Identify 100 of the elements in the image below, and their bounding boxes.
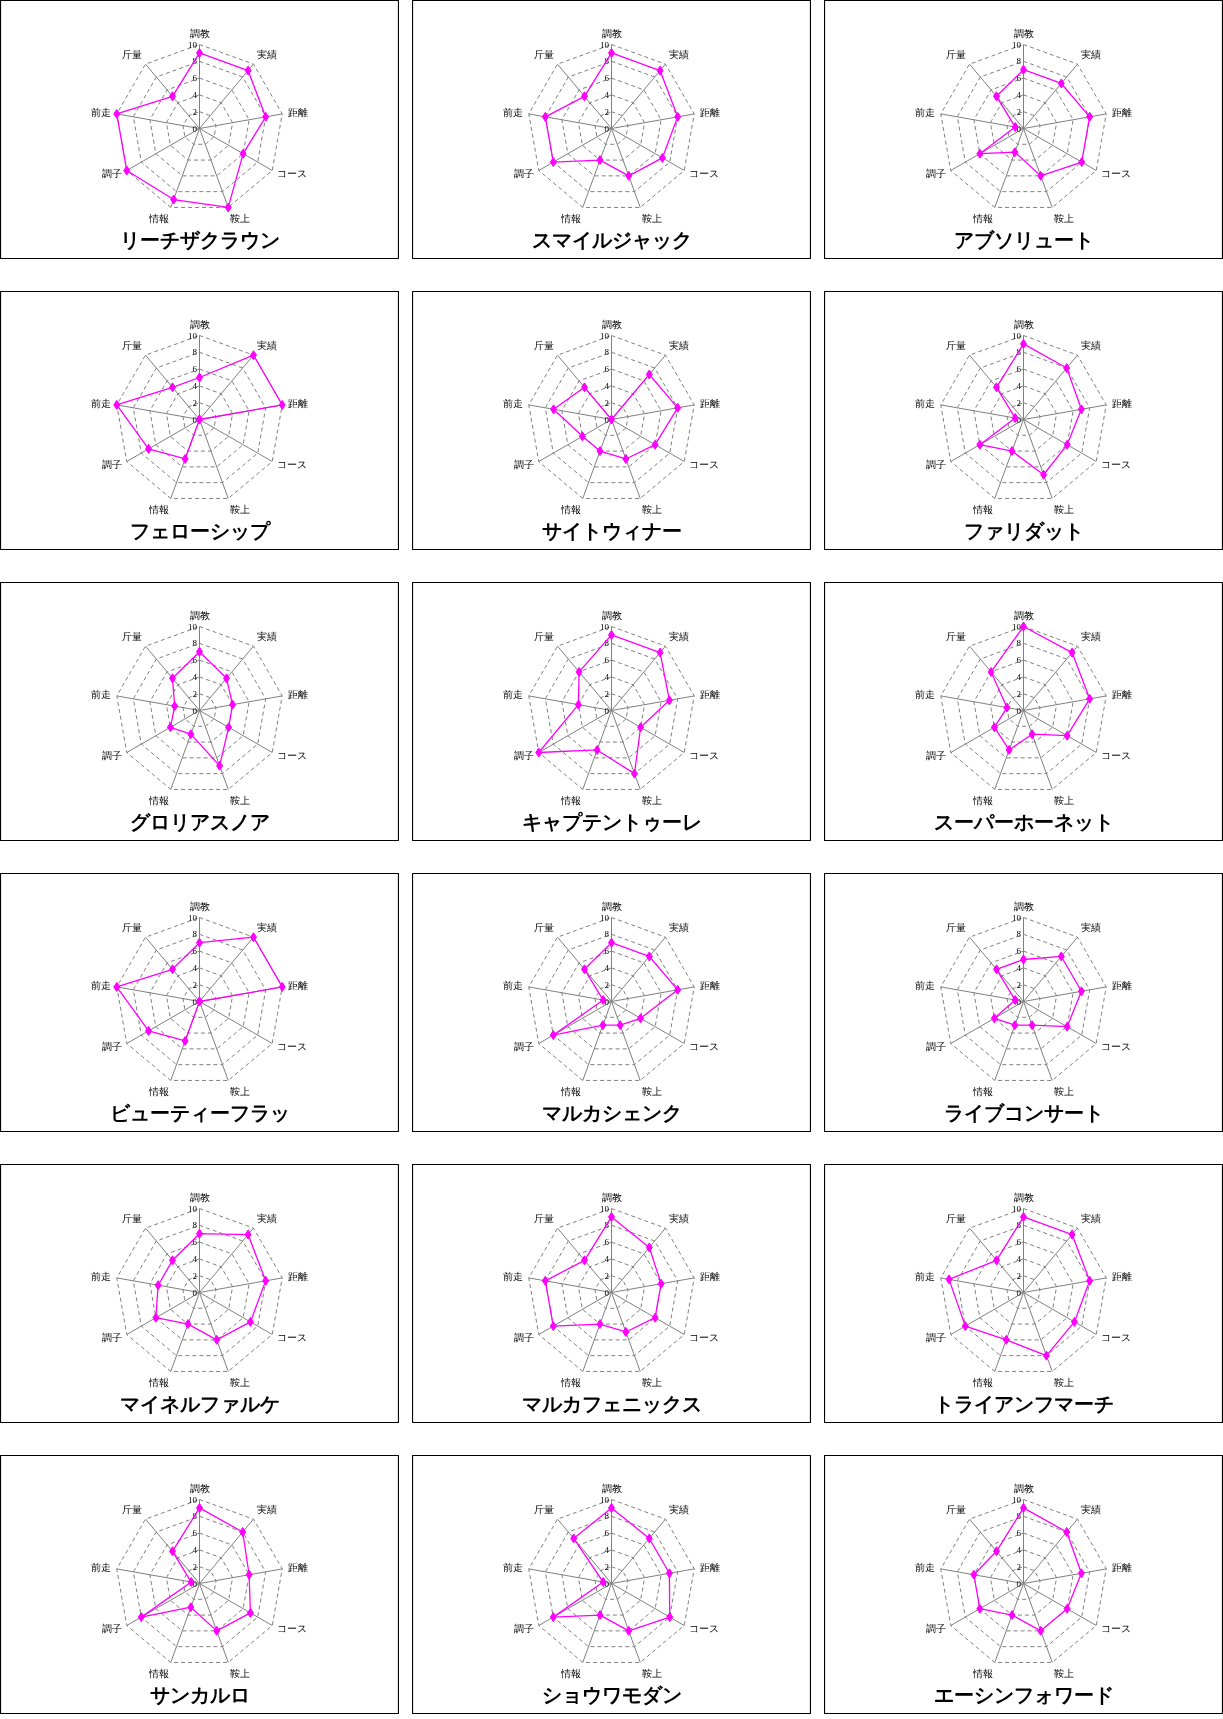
spoke-label: 調教: [1013, 318, 1034, 330]
spoke-label: 前走: [502, 107, 523, 119]
spoke-label: 調教: [189, 1482, 210, 1494]
spoke-label: 前走: [502, 980, 523, 992]
y-tick-label: 0: [1016, 705, 1022, 716]
y-tick-label: 10: [599, 1494, 610, 1505]
spoke-label: 実績: [1081, 630, 1102, 642]
y-tick-label: 4: [604, 1253, 610, 1264]
spoke-label: 実績: [1081, 1212, 1102, 1224]
y-tick-label: 10: [599, 621, 610, 632]
y-tick-label: 0: [192, 1578, 198, 1589]
spoke-label: コース: [1101, 167, 1132, 179]
y-tick-label: 0: [604, 1578, 610, 1589]
y-tick-label: 10: [187, 39, 198, 50]
spoke-label: 調教: [1013, 609, 1034, 621]
spoke-label: 斤量: [121, 1503, 142, 1515]
spoke-label: 距離: [1112, 689, 1133, 701]
spoke-label: 斤量: [945, 48, 966, 60]
y-tick-label: 0: [604, 705, 610, 716]
text: ショウワモダン: [541, 1683, 682, 1706]
y-tick-label: 8: [1016, 929, 1022, 940]
spoke-label: 鞍上: [1054, 1376, 1075, 1388]
y-tick-label: 0: [192, 414, 198, 425]
y-tick-label: 6: [604, 1237, 610, 1248]
spoke-label: 斤量: [945, 921, 966, 933]
spoke-label: 前走: [90, 107, 111, 119]
spoke-label: 距離: [700, 1271, 721, 1283]
y-tick-label: 10: [1011, 621, 1022, 632]
spoke-label: 調教: [601, 900, 622, 912]
y-tick-label: 6: [604, 73, 610, 84]
spoke-label: 前走: [90, 1271, 111, 1283]
y-tick-label: 10: [1011, 1203, 1022, 1214]
spoke-label: 情報: [559, 212, 581, 224]
y-tick-label: 2: [192, 106, 197, 117]
y-tick-label: 6: [192, 73, 198, 84]
spoke-label: 調子: [513, 749, 534, 761]
spoke-label: コース: [277, 749, 308, 761]
spoke-label: 前走: [914, 689, 935, 701]
text: フェローシップ: [129, 519, 271, 542]
y-tick-label: 8: [1016, 56, 1022, 67]
spoke-label: 実績: [257, 630, 278, 642]
y-tick-label: 6: [604, 655, 610, 666]
y-tick-label: 10: [187, 330, 198, 341]
text: キャプテントゥーレ: [521, 810, 702, 833]
spoke-label: コース: [1101, 1622, 1132, 1634]
spoke-label: 距離: [700, 689, 721, 701]
spoke-label: コース: [277, 1622, 308, 1634]
text: スマイルジャック: [531, 228, 692, 251]
y-tick-label: 2: [604, 397, 609, 408]
y-tick-label: 4: [1016, 1253, 1022, 1264]
y-tick-label: 0: [192, 1287, 198, 1298]
y-tick-label: 4: [604, 1544, 610, 1555]
y-tick-label: 0: [604, 996, 610, 1007]
spoke-label: 斤量: [121, 48, 142, 60]
y-tick-label: 8: [192, 1220, 198, 1231]
spoke-label: 前走: [90, 1562, 111, 1574]
spoke-label: コース: [689, 167, 720, 179]
text: マルカシェンク: [541, 1101, 682, 1124]
y-tick-label: 2: [192, 1561, 197, 1572]
spoke-label: 距離: [1112, 107, 1133, 119]
y-tick-label: 4: [192, 1544, 198, 1555]
spoke-label: 調子: [101, 458, 122, 470]
spoke-label: 前走: [914, 398, 935, 410]
spoke-label: 鞍上: [1054, 1085, 1075, 1097]
spoke-label: 距離: [700, 107, 721, 119]
y-tick-label: 0: [192, 123, 198, 134]
spoke-label: 調子: [925, 1331, 946, 1343]
spoke-label: 距離: [1112, 398, 1133, 410]
y-tick-label: 10: [599, 39, 610, 50]
spoke-label: 斤量: [945, 1503, 966, 1515]
spoke-label: 斤量: [121, 339, 142, 351]
spoke-label: 斤量: [533, 48, 554, 60]
spoke-label: 実績: [257, 48, 278, 60]
y-tick-label: 2: [604, 1270, 609, 1281]
spoke-label: 実績: [257, 921, 278, 933]
spoke-label: 斤量: [121, 630, 142, 642]
text: スーパーホーネット: [933, 810, 1114, 833]
spoke-label: 斤量: [533, 921, 554, 933]
spoke-label: 調子: [513, 1040, 534, 1052]
text: ファリダット: [963, 519, 1084, 542]
spoke-label: 調子: [101, 1040, 122, 1052]
spoke-label: 情報: [971, 1085, 993, 1097]
spoke-label: 調子: [513, 1331, 534, 1343]
y-tick-label: 2: [604, 979, 609, 990]
y-tick-label: 0: [604, 1287, 610, 1298]
y-tick-label: 0: [1016, 996, 1022, 1007]
y-tick-label: 2: [192, 1270, 197, 1281]
spoke-label: 調教: [601, 318, 622, 330]
spoke-label: 調教: [189, 1191, 210, 1203]
y-tick-label: 2: [604, 106, 609, 117]
y-tick-label: 8: [192, 638, 198, 649]
spoke-label: 斤量: [121, 1212, 142, 1224]
text: マルカフェニックス: [521, 1392, 702, 1415]
y-tick-label: 4: [192, 89, 198, 100]
y-tick-label: 0: [1016, 1287, 1022, 1298]
y-tick-label: 0: [192, 705, 198, 716]
y-tick-label: 6: [1016, 946, 1022, 957]
y-tick-label: 10: [187, 1494, 198, 1505]
spoke-label: 実績: [669, 339, 690, 351]
spoke-label: 調教: [189, 27, 210, 39]
